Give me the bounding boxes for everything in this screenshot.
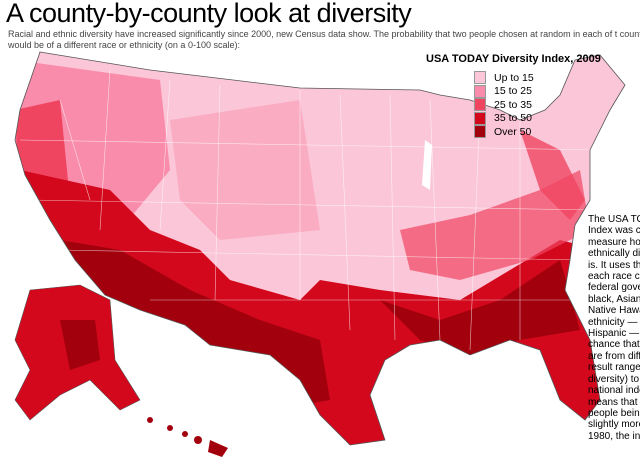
legend-label: 15 to 25 [494,85,532,98]
note-line: national inde [588,385,640,397]
note-line: chance that [588,339,640,351]
note-line: result ranges [588,362,640,374]
legend-label: 25 to 35 [494,98,532,111]
legend-label: Up to 15 [494,71,534,84]
legend-swatch [474,98,486,112]
note-line: Native Hawa [588,305,640,317]
region-northeast-corridor [520,130,585,220]
note-line: federal gove [588,282,640,294]
state-borders [19,69,601,351]
note-line: The USA TO [588,214,640,225]
legend: USA TODAY Diversity Index, 2009 Up to 15… [420,53,601,139]
legend-item: 35 to 50 [474,111,601,126]
hawaii [147,417,228,457]
note-line: Hispanic — t [588,328,640,340]
us-outline [14,51,626,446]
diversity-map [14,51,626,457]
note-line: is. It uses the [588,259,640,271]
alaska-interior [60,320,100,370]
legend-label: 35 to 50 [494,112,532,125]
legend-label: Over 50 [494,125,532,138]
note-line: diversity) to [588,373,640,385]
legend-item: 25 to 35 [474,98,601,112]
lake-michigan [422,140,432,190]
note-line: people being [588,407,640,419]
legend-title: USA TODAY Diversity Index, 2009 [426,53,601,65]
note-line: measure hov [588,236,640,248]
note-line: means that t [588,396,640,408]
explanation-text: The USA TO Index was cr measure hov ethn… [588,214,640,442]
legend-item: 15 to 25 [474,84,601,99]
legend-item: Over 50 [474,125,601,139]
note-line: slightly more [588,419,640,431]
page-title: A county-by-county look at diversity [6,0,412,28]
note-line: 1980, the inc [588,430,640,442]
region-southeast-upper [400,170,590,280]
legend-swatch [474,111,486,125]
note-line: black, Asian, [588,293,640,305]
note-line: Index was cr [588,225,640,237]
subtitle: Racial and ethnic diversity have increas… [8,29,640,50]
region-plains [170,100,320,240]
legend-swatch [474,84,486,98]
note-line: each race co [588,271,640,283]
legend-item: Up to 15 [474,71,601,85]
region-deep-south [380,260,580,355]
legend-swatch [474,71,486,85]
note-line: ethnicity — H [588,316,640,328]
legend-swatch [474,125,486,139]
note-line: are from diffe [588,350,640,362]
note-line: ethnically div [588,248,640,260]
